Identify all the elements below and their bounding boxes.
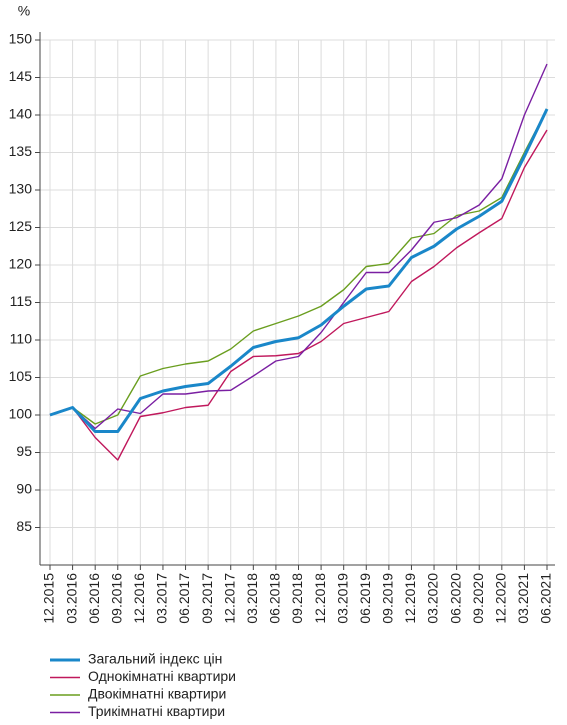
x-tick-label: 09.2017 (199, 573, 215, 624)
legend-label: Однокімнатні квартири (88, 668, 236, 684)
x-tick-label: 12.2017 (221, 573, 237, 624)
legend-label: Загальний індекс цін (88, 651, 222, 667)
y-tick-label: 135 (9, 143, 33, 159)
x-tick-label: 09.2020 (470, 573, 486, 624)
x-tick-label: 03.2016 (63, 573, 79, 624)
y-tick-label: 140 (9, 106, 33, 122)
x-tick-label: 06.2019 (357, 573, 373, 624)
x-tick-label: 06.2016 (86, 573, 102, 624)
x-tick-label: 06.2017 (176, 573, 192, 624)
y-tick-label: 150 (9, 31, 33, 47)
x-tick-label: 03.2020 (425, 573, 441, 624)
y-tick-label: 120 (9, 256, 33, 272)
y-tick-label: 90 (16, 481, 32, 497)
x-tick-label: 06.2021 (538, 573, 554, 624)
x-tick-label: 06.2018 (267, 573, 283, 624)
y-tick-label: 100 (9, 406, 33, 422)
y-axis-label: % (18, 3, 30, 19)
y-tick-label: 115 (10, 293, 33, 309)
x-tick-label: 12.2019 (402, 573, 418, 624)
x-tick-label: 03.2018 (244, 573, 260, 624)
x-tick-label: 06.2020 (447, 573, 463, 624)
x-tick-label: 09.2018 (289, 573, 305, 624)
x-tick-label: 03.2021 (515, 573, 531, 624)
series-line (49, 129, 548, 461)
y-tick-label: 130 (9, 181, 33, 197)
y-tick-label: 105 (9, 368, 33, 384)
y-tick-label: 125 (9, 218, 33, 234)
x-tick-label: 12.2015 (41, 573, 57, 624)
x-tick-label: 12.2018 (312, 573, 328, 624)
x-tick-label: 09.2016 (108, 573, 124, 624)
x-tick-label: 12.2020 (493, 573, 509, 624)
y-tick-label: 95 (16, 443, 32, 459)
y-tick-label: 110 (10, 331, 33, 347)
y-tick-label: 85 (16, 518, 32, 534)
x-tick-label: 03.2017 (154, 573, 170, 624)
x-tick-label: 03.2019 (334, 573, 350, 624)
legend-label: Двокімнатні квартири (88, 686, 226, 702)
x-tick-label: 12.2016 (131, 573, 147, 624)
x-tick-label: 09.2019 (380, 573, 396, 624)
series-line (49, 108, 549, 433)
legend-label: Трикімнатні квартири (88, 703, 225, 719)
y-tick-label: 145 (9, 68, 33, 84)
